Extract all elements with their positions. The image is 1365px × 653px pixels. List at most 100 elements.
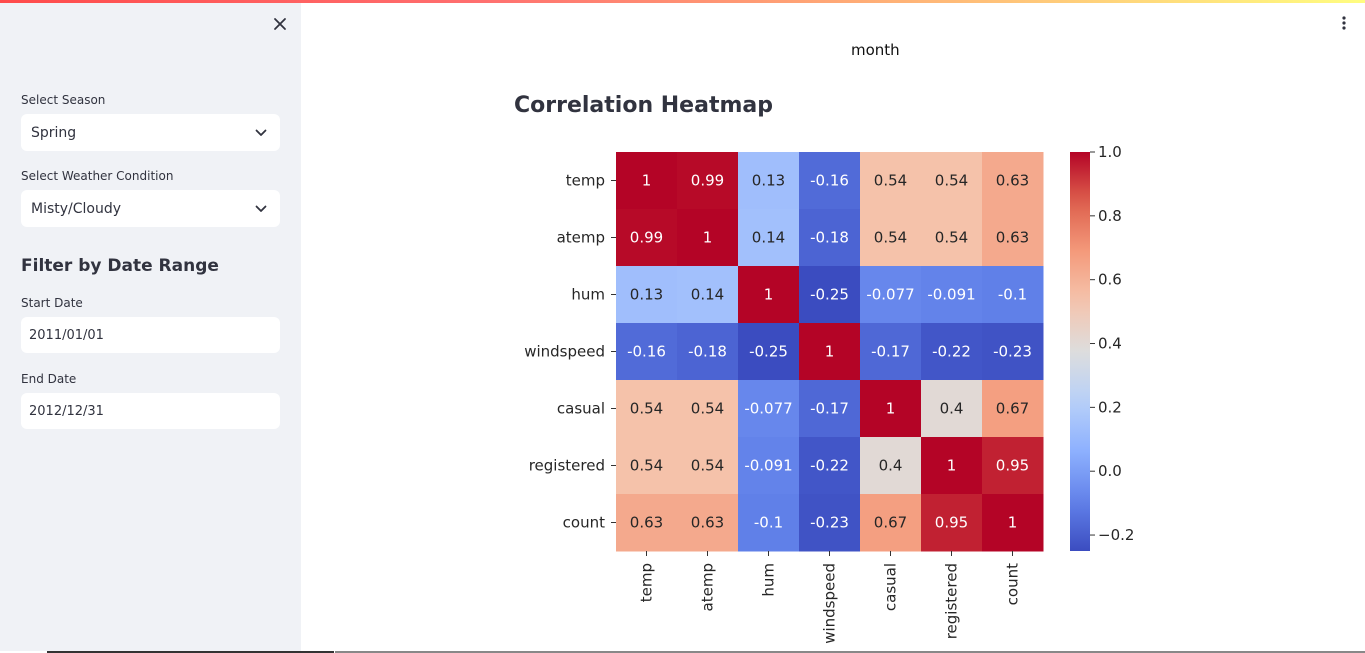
- cell-value-label: -0.1: [754, 514, 783, 532]
- heatmap-cell: [738, 266, 800, 324]
- heatmap-cell: [799, 380, 861, 438]
- cell-value-label: 1: [1008, 514, 1018, 532]
- cell-value-label: -0.16: [810, 172, 849, 190]
- y-tick-label: count: [563, 514, 605, 532]
- cell-value-label: 1: [886, 400, 896, 418]
- main-menu-button[interactable]: [1333, 12, 1355, 34]
- heatmap-cell: [677, 152, 739, 210]
- heatmap-cell: [982, 380, 1044, 438]
- cell-value-label: 0.54: [691, 400, 724, 418]
- colorbar-tick-label: −0.2: [1098, 526, 1134, 544]
- heatmap-cell: [982, 323, 1044, 381]
- heatmap-cell: [921, 437, 983, 495]
- y-tick-label: windspeed: [524, 343, 605, 361]
- heatmap-cell: [982, 494, 1044, 552]
- heatmap-cell: [799, 323, 861, 381]
- cell-value-label: 0.95: [996, 457, 1029, 475]
- cell-value-label: 0.14: [752, 229, 785, 247]
- heatmap-cell: [860, 152, 922, 210]
- cell-value-label: -0.18: [810, 229, 849, 247]
- chevron-down-icon: [254, 126, 268, 140]
- colorbar: [1070, 152, 1090, 551]
- close-icon: [274, 18, 286, 30]
- cell-value-label: 0.99: [630, 229, 663, 247]
- heatmap-cell: [860, 437, 922, 495]
- x-tick-label: count: [1004, 563, 1022, 605]
- heatmap-cell: [616, 266, 678, 324]
- heatmap-cell: [982, 266, 1044, 324]
- x-tick-label: windspeed: [821, 563, 839, 644]
- month-caption: month: [851, 41, 900, 59]
- heatmap-cell: [738, 380, 800, 438]
- heatmap-cell: [799, 266, 861, 324]
- weather-value: Misty/Cloudy: [31, 200, 122, 217]
- cell-value-label: 0.63: [691, 514, 724, 532]
- cell-value-label: -0.23: [810, 514, 849, 532]
- cell-value-label: 1: [703, 229, 713, 247]
- cell-value-label: 0.54: [935, 172, 968, 190]
- cell-value-label: 0.13: [752, 172, 785, 190]
- cell-value-label: -0.18: [688, 343, 727, 361]
- colorbar-tick-label: 0.2: [1098, 398, 1122, 416]
- heatmap-cell: [738, 494, 800, 552]
- heatmap-cell: [616, 152, 678, 210]
- cell-value-label: 0.13: [630, 286, 663, 304]
- cell-value-label: 1: [764, 286, 774, 304]
- cell-value-label: 0.54: [691, 457, 724, 475]
- heatmap-cell: [860, 380, 922, 438]
- heatmap-cell: [677, 323, 739, 381]
- cell-value-label: -0.091: [927, 286, 975, 304]
- bottom-rule: [0, 651, 1365, 653]
- cell-value-label: 0.99: [691, 172, 724, 190]
- correlation-heatmap-chart: 1 0.99 0.13 -0.16 0.54 0.54 0.63 0.99 1 0.14 -0.18…: [524, 143, 1134, 644]
- cell-value-label: 0.54: [630, 400, 663, 418]
- heatmap-cell: [860, 266, 922, 324]
- cell-value-label: 0.54: [935, 229, 968, 247]
- cell-value-label: 0.67: [996, 400, 1029, 418]
- start-date-input[interactable]: 2011/01/01: [21, 317, 280, 353]
- cell-value-label: -0.23: [993, 343, 1032, 361]
- heatmap-cell: [921, 266, 983, 324]
- cell-value-label: 1: [642, 172, 652, 190]
- season-select[interactable]: Spring: [21, 114, 280, 151]
- close-sidebar-button[interactable]: [268, 12, 292, 36]
- season-label: Select Season: [21, 93, 106, 107]
- heatmap-cell: [982, 437, 1044, 495]
- heatmap-cell: [982, 152, 1044, 210]
- cell-value-label: -0.091: [744, 457, 792, 475]
- page-title: Correlation Heatmap: [514, 93, 773, 118]
- cell-value-label: 1: [947, 457, 957, 475]
- heatmap-cell: [799, 209, 861, 267]
- x-tick-label: hum: [760, 563, 778, 597]
- heatmap-cell: [616, 209, 678, 267]
- weather-select[interactable]: Misty/Cloudy: [21, 190, 280, 227]
- cell-value-label: 0.54: [874, 172, 907, 190]
- heatmap-cell: [677, 266, 739, 324]
- heatmap-cell: [738, 323, 800, 381]
- cell-value-label: -0.25: [749, 343, 788, 361]
- cell-value-label: -0.077: [744, 400, 792, 418]
- heatmap-cell: [738, 152, 800, 210]
- cell-value-label: -0.077: [866, 286, 914, 304]
- heatmap-cell: [616, 437, 678, 495]
- sidebar: Select Season Spring Select Weather Cond…: [0, 0, 301, 653]
- heatmap-cell: [616, 323, 678, 381]
- heatmap-cell: [921, 380, 983, 438]
- cell-value-label: -0.17: [871, 343, 910, 361]
- start-date-label: Start Date: [21, 296, 83, 310]
- heatmap-cell: [921, 209, 983, 267]
- x-tick-label: atemp: [699, 563, 717, 611]
- cell-value-label: -0.25: [810, 286, 849, 304]
- y-tick-label: hum: [571, 286, 605, 304]
- end-date-input[interactable]: 2012/12/31: [21, 393, 280, 429]
- x-tick-label: casual: [882, 563, 900, 611]
- cell-value-label: 0.63: [996, 172, 1029, 190]
- heatmap-cell: [616, 380, 678, 438]
- cell-value-label: 0.54: [874, 229, 907, 247]
- heatmap-cell: [799, 494, 861, 552]
- heatmap-cell: [921, 494, 983, 552]
- season-value: Spring: [31, 124, 77, 141]
- more-vertical-icon: [1342, 16, 1346, 30]
- heatmap-cell: [860, 494, 922, 552]
- heatmap-cell: [677, 209, 739, 267]
